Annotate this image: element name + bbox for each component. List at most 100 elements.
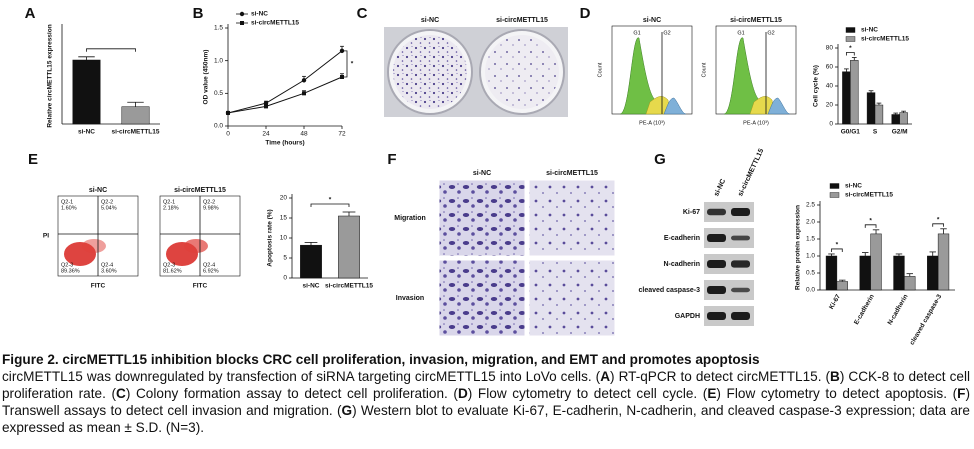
bar	[866, 92, 876, 125]
error-bar	[868, 90, 874, 93]
y-tick-label: 5	[283, 255, 287, 262]
error-bar	[901, 110, 906, 113]
panel-ref: D	[457, 386, 468, 401]
point	[239, 11, 245, 17]
x-tick-label: si-circMETTL15	[111, 129, 159, 136]
legend-label: si-NC	[861, 27, 878, 34]
quadrant-label: Q2-1	[163, 199, 175, 205]
caption-text: ) CCK-8 to detect cell proliferation rat…	[2, 369, 970, 401]
y-tick-label: 2.0	[806, 219, 815, 226]
blot-band	[731, 312, 750, 320]
y-tick-label: 20	[826, 102, 834, 109]
y-tick-label: 80	[826, 45, 834, 52]
significance-bracket	[86, 48, 136, 52]
significance-bracket	[864, 224, 877, 228]
figure: Relative circMETTL15 expression si-NC si-c…	[25, 5, 955, 346]
error-bar	[78, 56, 95, 60]
x-axis-label: FITC	[193, 283, 208, 290]
legend-label: si-NC	[845, 183, 862, 190]
blot-band	[731, 208, 750, 216]
protein-label: Ki-67	[683, 209, 700, 216]
legend-label: si-NC	[251, 11, 268, 18]
bar	[850, 60, 859, 125]
y-axis-label: Apoptosis rate (%)	[267, 209, 274, 266]
caption-text: ) Western blot to evaluate Ki-67, E-cadh…	[2, 403, 970, 435]
point	[301, 78, 307, 83]
plot-title: si-NC	[643, 17, 661, 24]
panel-label: B	[193, 5, 204, 22]
x-tick-label: si-NC	[303, 283, 320, 290]
image-title: si-circMETTL15	[546, 170, 598, 177]
bar	[121, 106, 150, 125]
error-bar	[839, 279, 846, 282]
protein-label: GAPDH	[675, 313, 700, 320]
panel-ref: C	[116, 386, 126, 401]
y-tick-label: 1.0	[214, 57, 223, 64]
bar	[825, 255, 838, 291]
image-title: si-circMETTL15	[496, 17, 548, 24]
panel-ref: B	[830, 369, 840, 384]
quadrant-label: Q2-4	[203, 262, 215, 268]
x-tick-label: E-cadherin	[853, 293, 876, 326]
peak-label: G1	[737, 30, 744, 36]
bar	[904, 276, 916, 291]
protein-label: cleaved caspase-3	[639, 287, 701, 294]
blot-strip	[704, 228, 754, 248]
point	[339, 48, 345, 54]
significance-label: *	[329, 197, 332, 204]
plate-well	[393, 35, 467, 109]
peak-label: G2	[663, 30, 670, 36]
plot-title: si-NC	[89, 187, 107, 194]
legend-label: si-circMETTL15	[861, 36, 909, 43]
panel-label: G	[654, 151, 666, 168]
plot-title: si-circMETTL15	[730, 17, 782, 24]
error-bar	[127, 101, 144, 107]
point	[240, 21, 244, 25]
x-tick-label: G0/G1	[841, 129, 861, 136]
error-bar	[342, 211, 356, 216]
event-cloud	[184, 239, 208, 253]
series-line	[227, 76, 343, 114]
x-tick-label: si-NC	[78, 129, 95, 136]
caption-body: circMETTL15 was downregulated by transfe…	[2, 368, 970, 436]
y-axis-label: PI	[43, 233, 49, 240]
y-tick-label: 15	[280, 215, 288, 222]
quadrant-label: 9.98%	[203, 205, 219, 211]
peak-label: G1	[633, 30, 640, 36]
caption-text: circMETTL15 was downregulated by transfe…	[2, 369, 601, 384]
y-axis-label: Relative circMETTL15 expression	[47, 24, 54, 127]
blot-band	[707, 208, 726, 216]
y-axis-label: OD value (450nm)	[203, 50, 210, 105]
x-tick-label: S	[873, 129, 878, 136]
legend-swatch	[829, 192, 840, 198]
quadrant-label: 1.60%	[61, 205, 77, 211]
significance-label: *	[849, 45, 852, 52]
y-tick-label: 60	[826, 64, 834, 71]
quadrant-label: Q2-1	[61, 199, 73, 205]
panel-label: A	[25, 5, 36, 22]
error-bar	[895, 253, 903, 256]
error-bar	[851, 57, 857, 61]
error-bar	[876, 102, 882, 105]
significance-label: *	[869, 218, 872, 225]
significance-bracket	[310, 203, 350, 207]
blot-band	[707, 234, 726, 242]
y-tick-label: 0	[829, 121, 833, 128]
panel-label: C	[357, 5, 368, 22]
bar	[870, 233, 882, 291]
bar	[874, 104, 884, 125]
error-bar	[844, 68, 849, 72]
lane-label: si-circMETTL15	[737, 148, 765, 198]
s-phase	[749, 96, 775, 115]
transwell-photo	[528, 259, 616, 337]
y-tick-label: 1.5	[214, 25, 223, 32]
g2-peak	[663, 97, 687, 115]
plot-title: si-circMETTL15	[174, 187, 226, 194]
caption-text: ) RT-qPCR to detect circMETTL15. (	[610, 369, 831, 384]
transwell-photo	[438, 179, 526, 257]
x-axis-label: PE-A (10³)	[743, 120, 769, 126]
error-bar	[929, 251, 936, 256]
y-tick-label: 0	[283, 275, 287, 282]
panel-ref: G	[341, 403, 353, 418]
